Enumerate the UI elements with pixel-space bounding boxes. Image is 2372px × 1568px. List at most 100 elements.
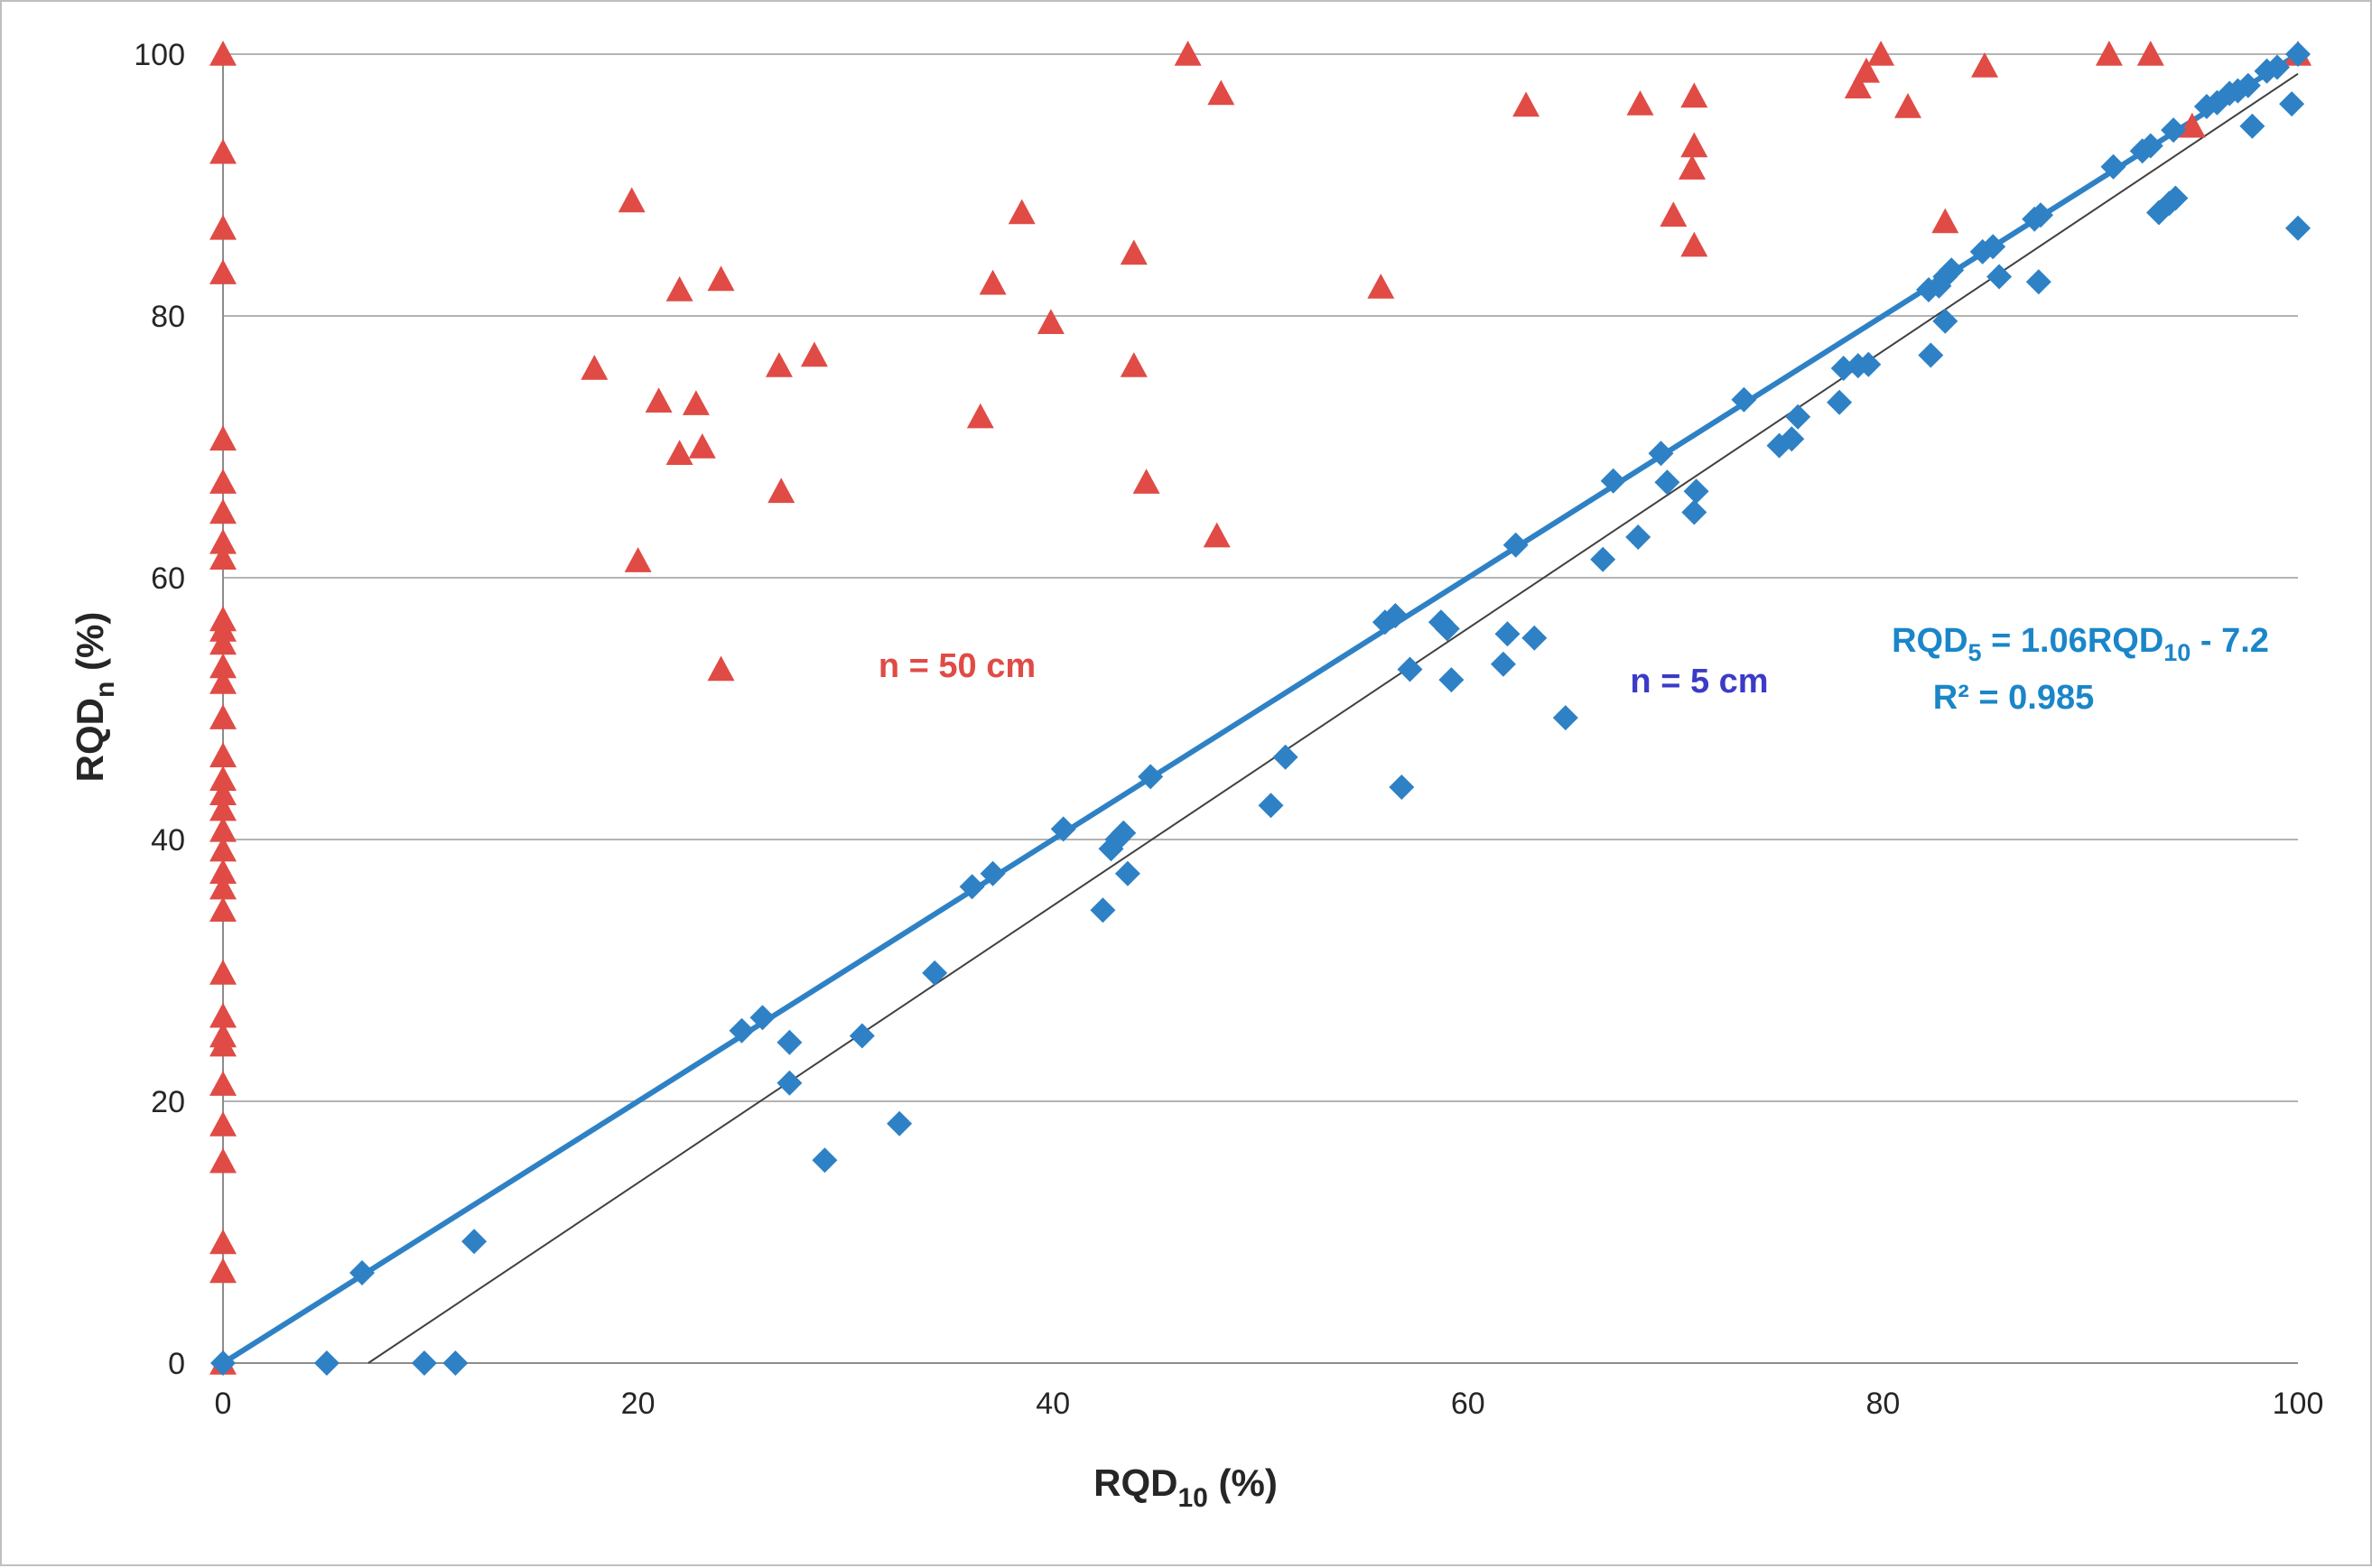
- n5-point-39: [1625, 524, 1651, 550]
- n50-point-32: [209, 1257, 237, 1284]
- n50-point-10: [209, 617, 237, 642]
- y-tick-label-20: 20: [151, 1085, 185, 1119]
- n5-point-48: [1827, 389, 1853, 415]
- n50-point-67: [1867, 41, 1895, 66]
- n50-point-53: [1132, 469, 1160, 494]
- n5-point-37: [1590, 546, 1616, 572]
- series-n5-markers: [210, 42, 2311, 1376]
- n50-point-30: [209, 1147, 237, 1174]
- n50-point-13: [209, 669, 237, 694]
- series-n50-markers: [209, 41, 2312, 1375]
- n5-point-38: [1600, 468, 1626, 494]
- n5-point-31: [1438, 667, 1465, 693]
- n5-point-16: [1050, 816, 1076, 842]
- n50-point-63: [1680, 132, 1708, 158]
- n50-point-7: [209, 528, 237, 554]
- equation-part-3: = 1.06RQD: [1982, 622, 2164, 660]
- n5-point-8: [777, 1029, 803, 1055]
- n50-point-8: [209, 544, 237, 570]
- n5-point-43: [1683, 478, 1709, 505]
- n50-point-48: [979, 269, 1007, 295]
- n50-point-21: [209, 858, 237, 884]
- n50-point-44: [765, 352, 793, 377]
- n5-point-69: [2161, 117, 2187, 144]
- n5-point-9: [777, 1070, 803, 1096]
- n5-point-6: [729, 1017, 755, 1044]
- n50-point-57: [1367, 274, 1395, 299]
- n50-point-71: [2095, 41, 2123, 66]
- n50-point-31: [209, 1229, 237, 1255]
- n5-point-59: [1980, 234, 2006, 260]
- n50-point-11: [209, 629, 237, 655]
- n50-point-36: [624, 547, 652, 572]
- n5-point-26: [1382, 603, 1409, 628]
- n50-point-72: [2136, 41, 2164, 66]
- y-tick-label-80: 80: [151, 300, 185, 334]
- n5-point-79: [2279, 91, 2305, 117]
- n5-point-63: [2028, 202, 2053, 228]
- n5-point-11: [849, 1023, 875, 1049]
- n5-point-0: [210, 1350, 236, 1376]
- n50-point-49: [1008, 199, 1036, 225]
- n5-point-2: [411, 1350, 437, 1376]
- x-tick-label-40: 40: [1036, 1387, 1070, 1421]
- n50-point-15: [209, 742, 237, 767]
- y-tick-label-40: 40: [151, 823, 185, 858]
- grid-layer: [223, 53, 2298, 1102]
- n5-point-46: [1779, 426, 1805, 452]
- x-tick-label-0: 0: [215, 1387, 232, 1421]
- n5-point-80: [2285, 42, 2311, 67]
- n5-point-78: [2265, 54, 2290, 80]
- n5-point-60: [1986, 264, 2013, 290]
- n50-point-18: [209, 795, 237, 821]
- n50-point-51: [1120, 239, 1148, 265]
- x-tick-label-100: 100: [2273, 1387, 2324, 1421]
- n50-point-22: [209, 874, 237, 900]
- n50-point-60: [1660, 201, 1688, 227]
- n50-point-55: [1203, 522, 1231, 548]
- n50-point-27: [209, 1031, 237, 1057]
- n5-point-15: [980, 860, 1006, 886]
- n50-point-46: [800, 341, 828, 367]
- n5-point-36: [1552, 705, 1578, 731]
- n5-point-22: [1138, 764, 1164, 790]
- n5-point-27: [1389, 775, 1415, 800]
- n50-point-73: [2178, 112, 2206, 138]
- n50-point-5: [209, 469, 237, 494]
- n5-annotation: n = 5 cm: [1630, 663, 1768, 700]
- n50-point-68: [1894, 93, 1921, 118]
- n5-point-40: [1648, 441, 1674, 467]
- n5-point-5: [461, 1229, 488, 1255]
- n50-point-19: [209, 816, 237, 842]
- n50-point-1: [209, 138, 237, 164]
- n5-point-42: [1681, 499, 1707, 525]
- regression-equation: RQD5 = 1.06RQD10 - 7.2: [1892, 622, 2269, 666]
- equation-part-4: 10: [2163, 639, 2191, 666]
- n5-point-13: [922, 960, 948, 986]
- n5-point-14: [959, 874, 985, 900]
- y-axis-title-suffix: (%): [69, 612, 111, 682]
- n5-point-12: [887, 1110, 913, 1137]
- n50-point-56: [1207, 79, 1235, 106]
- n50-point-40: [682, 390, 710, 415]
- n5-point-62: [2025, 269, 2051, 295]
- n50-point-54: [1174, 41, 1202, 66]
- n50-point-66: [1853, 57, 1880, 83]
- n50-point-62: [1680, 231, 1708, 257]
- n50-point-50: [1037, 309, 1065, 334]
- n5-point-32: [1490, 651, 1516, 677]
- n50-point-29: [209, 1111, 237, 1137]
- n50-point-43: [707, 655, 735, 682]
- n5-point-70: [2163, 185, 2189, 211]
- n5-point-57: [1939, 257, 1965, 283]
- n5-point-7: [749, 1005, 776, 1031]
- n5-point-75: [2235, 72, 2261, 98]
- n50-point-52: [1120, 352, 1148, 377]
- n50-point-16: [209, 765, 237, 791]
- n50-point-47: [966, 403, 994, 429]
- n5-point-28: [1397, 656, 1423, 682]
- n50-point-58: [1512, 91, 1540, 117]
- n5-point-51: [1856, 351, 1882, 377]
- y-tick-label-100: 100: [134, 38, 185, 72]
- y-axis-title: RQDn (%): [69, 612, 120, 783]
